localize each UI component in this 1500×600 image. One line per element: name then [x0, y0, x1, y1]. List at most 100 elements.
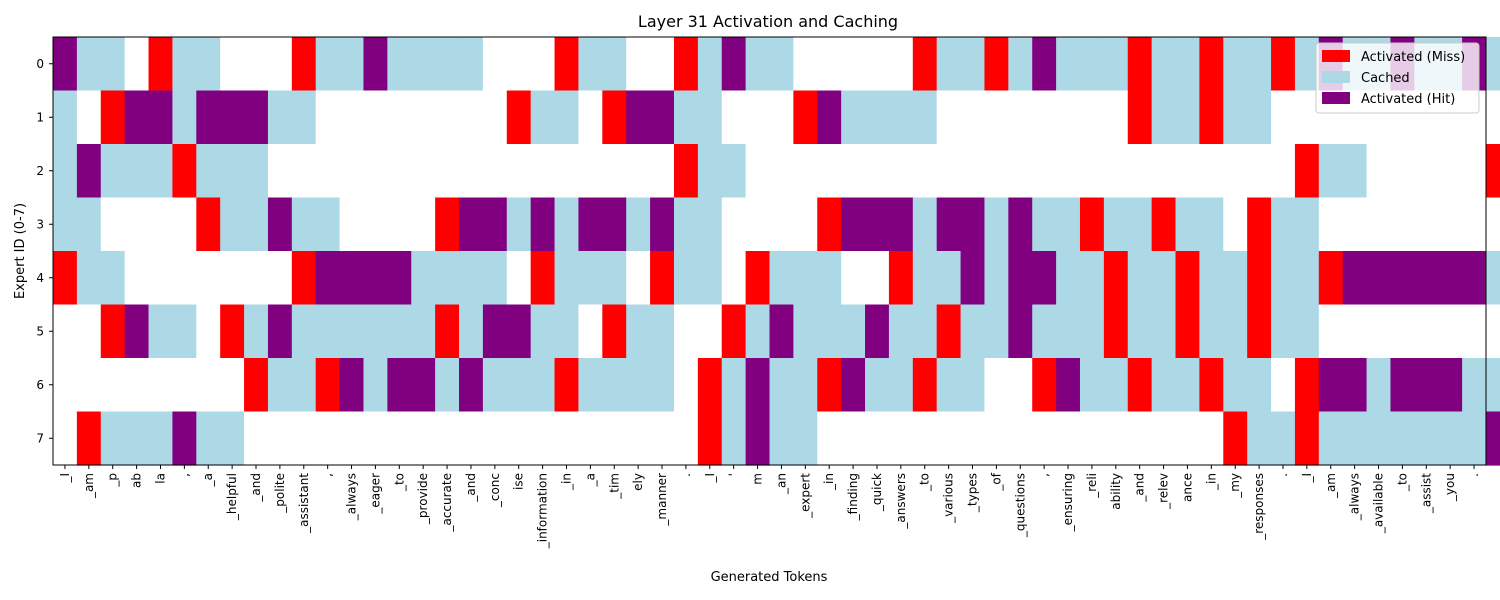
y-tick-label: 3 [36, 217, 44, 231]
cell-expert5-token19-hit [506, 304, 532, 359]
cell-expert0-token41-hit [1032, 37, 1057, 92]
cell-expert6-token43-cached [1079, 358, 1105, 413]
cell-expert5-token45-cached [1127, 304, 1153, 359]
cell-expert5-token32-cached [817, 304, 842, 359]
cell-expert6-token34-cached [865, 358, 890, 413]
cell-expert1-token1-empty [76, 90, 102, 145]
cell-expert4-token53-miss [1318, 251, 1344, 306]
cell-expert0-token12-cached [339, 37, 365, 92]
cell-expert3-token23-hit [602, 197, 627, 252]
cell-expert0-token49-cached [1223, 37, 1248, 92]
x-tick-label: _always [1348, 473, 1362, 521]
cell-expert7-token7-cached [220, 411, 245, 466]
cell-expert3-token9-hit [267, 197, 293, 252]
cell-expert7-token23-empty [602, 411, 627, 466]
cell-expert3-token27-cached [697, 197, 723, 252]
cell-expert5-token50-miss [1247, 304, 1272, 359]
cell-expert2-token34-empty [865, 144, 890, 199]
chart-title: Layer 31 Activation and Caching [638, 12, 898, 31]
cell-expert6-token9-cached [267, 358, 293, 413]
cell-expert3-token45-cached [1127, 197, 1153, 252]
x-tick-label: _accurate [440, 473, 454, 533]
cell-expert7-token50-cached [1247, 411, 1272, 466]
x-tick-label: ab [130, 473, 144, 488]
cell-expert4-token56-hit [1390, 251, 1415, 306]
plot-frame [52, 36, 1487, 466]
cell-expert7-token25-empty [650, 411, 675, 466]
cell-expert0-token34-empty [865, 37, 890, 92]
cell-expert6-token36-miss [912, 358, 938, 413]
cell-expert0-token3-empty [124, 37, 150, 92]
cell-expert0-token43-cached [1079, 37, 1105, 92]
heatmap-cells [53, 37, 1500, 466]
cell-expert0-token25-empty [650, 37, 675, 92]
cell-expert1-token44-empty [1103, 90, 1129, 145]
x-tick-label: _helpful [225, 473, 239, 521]
cell-expert6-token30-cached [769, 358, 794, 413]
x-tick-label: _to [918, 473, 932, 492]
legend-label: Activated (Hit) [1361, 92, 1455, 107]
cell-expert3-token54-empty [1342, 197, 1368, 252]
cell-expert2-token14-empty [387, 144, 412, 199]
cell-expert3-token47-cached [1175, 197, 1200, 252]
cell-expert3-token58-empty [1438, 197, 1463, 252]
cell-expert4-token49-cached [1223, 251, 1248, 306]
cell-expert2-token50-empty [1247, 144, 1272, 199]
cell-expert6-token13-cached [363, 358, 388, 413]
cell-expert7-token22-empty [578, 411, 603, 466]
cell-expert6-token5-empty [172, 358, 197, 413]
cell-expert5-token11-cached [315, 304, 341, 359]
cell-expert4-token1-cached [76, 251, 102, 306]
cell-expert3-token26-cached [673, 197, 699, 252]
cell-expert5-token0-empty [53, 304, 78, 359]
cell-expert6-token41-miss [1032, 358, 1057, 413]
cell-expert3-token12-empty [339, 197, 365, 252]
cell-expert2-token54-cached [1342, 144, 1368, 199]
cell-expert2-token21-empty [554, 144, 580, 199]
cell-expert3-token7-cached [220, 197, 245, 252]
cell-expert5-token36-cached [912, 304, 938, 359]
cell-expert4-token46-cached [1151, 251, 1177, 306]
cell-expert1-token33-cached [841, 90, 866, 145]
x-tick-label: la [153, 473, 167, 484]
cell-expert3-token33-hit [841, 197, 866, 252]
x-tick-label: _a [583, 473, 597, 487]
cell-expert6-token51-empty [1271, 358, 1296, 413]
x-tick-label: . [1276, 473, 1290, 477]
cell-expert4-token57-hit [1414, 251, 1439, 306]
cell-expert3-token51-cached [1271, 197, 1296, 252]
x-tick-label: _p [106, 473, 120, 488]
cell-expert7-token40-empty [1008, 411, 1033, 466]
cell-expert6-token29-hit [745, 358, 771, 413]
x-tick-label: _types [966, 473, 980, 513]
cell-expert2-token52-miss [1294, 144, 1320, 199]
cell-expert7-token36-empty [912, 411, 938, 466]
cell-expert4-token31-cached [793, 251, 818, 306]
cell-expert7-token20-empty [530, 411, 556, 466]
cell-expert7-token26-empty [673, 411, 699, 466]
cell-expert6-token3-empty [124, 358, 150, 413]
cell-expert7-token27-miss [697, 411, 723, 466]
cell-expert2-token35-empty [888, 144, 914, 199]
cell-expert1-token14-empty [387, 90, 412, 145]
cell-expert6-token57-hit [1414, 358, 1439, 413]
x-tick-label: _an [774, 473, 788, 495]
x-tick-label: _reli [1085, 473, 1099, 499]
cell-expert0-token7-empty [220, 37, 245, 92]
cell-expert1-token40-empty [1008, 90, 1033, 145]
x-tick-label: ' [727, 473, 741, 476]
cell-expert5-token14-cached [387, 304, 412, 359]
cell-expert5-token20-cached [530, 304, 556, 359]
cell-expert4-token33-empty [841, 251, 866, 306]
cell-expert7-token1-miss [76, 411, 102, 466]
cell-expert7-token0-empty [53, 411, 78, 466]
cell-expert3-token0-cached [53, 197, 78, 252]
cell-expert3-token20-hit [530, 197, 556, 252]
cell-expert5-token17-cached [459, 304, 484, 359]
x-tick-label: _tim [607, 473, 621, 500]
cell-expert3-token41-cached [1032, 197, 1057, 252]
cell-expert2-token29-empty [745, 144, 771, 199]
cell-expert2-token0-cached [53, 144, 78, 199]
cell-expert4-token12-hit [339, 251, 365, 306]
cell-expert0-token26-miss [673, 37, 699, 92]
